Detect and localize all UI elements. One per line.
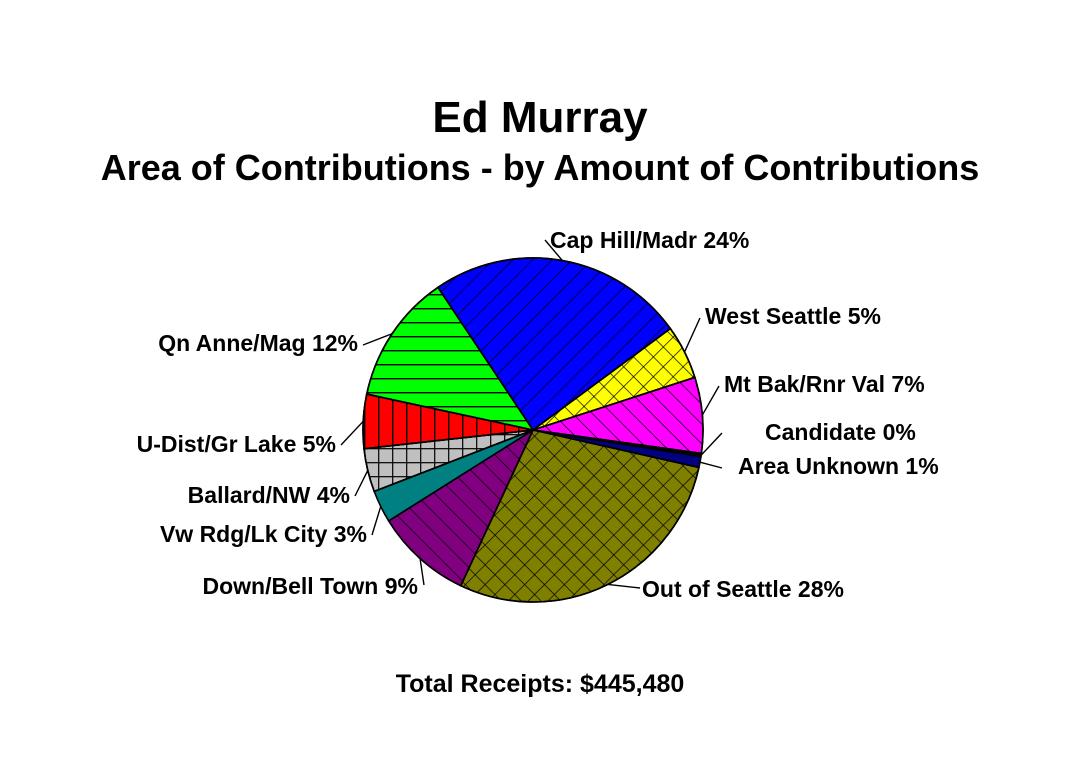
leader-line-down-bell-town bbox=[419, 558, 425, 586]
leader-line-candidate bbox=[700, 432, 723, 456]
leader-line-out-of-seattle bbox=[607, 583, 641, 589]
pie-slice-pattern-cap-hill-madr bbox=[436, 257, 672, 432]
slice-label-mt-bak-rnr-val: Mt Bak/Rnr Val 7% bbox=[724, 371, 925, 397]
slice-label-down-bell-town: Down/Bell Town 9% bbox=[202, 573, 418, 599]
slice-label-west-seattle: West Seattle 5% bbox=[705, 303, 881, 329]
slice-label-cap-hill-madr: Cap Hill/Madr 24% bbox=[550, 227, 749, 253]
pie-slice-pattern-out-of-seattle bbox=[459, 429, 700, 603]
leader-line-area-unknown bbox=[699, 461, 723, 469]
leader-line-u-dist-gr-lake bbox=[340, 420, 364, 446]
total-receipts: Total Receipts: $445,480 bbox=[395, 670, 685, 698]
leader-line-vw-rdg-lk-city bbox=[371, 506, 382, 536]
slice-label-out-of-seattle: Out of Seattle 28% bbox=[642, 576, 844, 602]
slice-label-vw-rdg-lk-city: Vw Rdg/Lk City 3% bbox=[160, 521, 367, 547]
leader-line-qn-anne-mag bbox=[362, 333, 393, 346]
pie-slice-pattern-qn-anne-mag bbox=[365, 286, 535, 432]
slice-label-ballard-nw: Ballard/NW 4% bbox=[188, 482, 350, 508]
leader-line-cap-hill-madr bbox=[544, 239, 563, 262]
slice-label-u-dist-gr-lake: U-Dist/Gr Lake 5% bbox=[137, 431, 336, 457]
leader-line-ballard-nw bbox=[354, 470, 369, 497]
slice-label-candidate: Candidate 0% bbox=[765, 419, 916, 445]
leader-line-mt-bak-rnr-val bbox=[701, 385, 720, 416]
leader-line-west-seattle bbox=[683, 317, 701, 353]
slice-label-qn-anne-mag: Qn Anne/Mag 12% bbox=[158, 330, 358, 356]
slice-label-area-unknown: Area Unknown 1% bbox=[738, 453, 939, 479]
chart-subtitle: Area of Contributions - by Amount of Con… bbox=[100, 147, 980, 188]
chart-title: Ed Murray bbox=[432, 93, 648, 142]
